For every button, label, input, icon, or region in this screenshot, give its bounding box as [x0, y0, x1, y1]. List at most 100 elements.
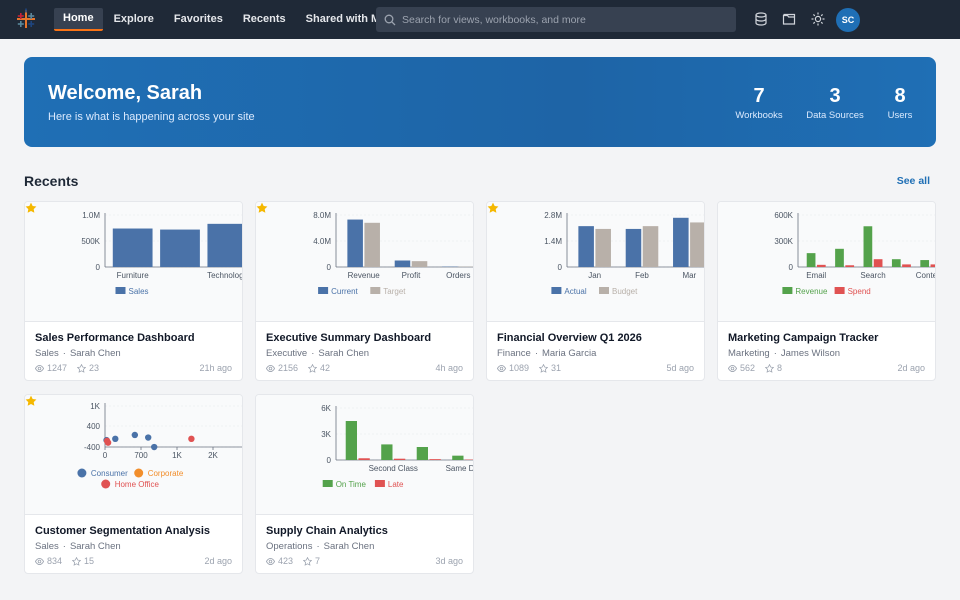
legend-swatch	[101, 479, 111, 489]
project-name: Marketing	[728, 348, 770, 359]
x-tick-label: Orders	[446, 271, 470, 280]
favorite-star-icon[interactable]	[256, 202, 268, 214]
bar	[112, 228, 153, 267]
y-tick-label: 1.4M	[544, 237, 562, 246]
thumbnail-chart: 1.0M 500K 0 Furniture Technology Sales	[81, 211, 242, 296]
avatar[interactable]: SC	[836, 8, 860, 32]
bar	[416, 447, 428, 460]
eye-pupil	[37, 559, 42, 563]
y-tick-label: 0	[327, 456, 332, 465]
recents-heading: Recents	[24, 173, 79, 189]
legend-label: Revenue	[795, 287, 828, 296]
workbook-meta: Marketing · James Wilson	[728, 348, 840, 359]
stat-label: Workbooks	[735, 110, 783, 121]
bar	[345, 421, 357, 460]
workbook-stats: 2156 42	[266, 363, 330, 373]
favorite-count-group: 15	[72, 556, 94, 566]
legend-swatch	[322, 480, 333, 487]
favorite-star-icon[interactable]	[487, 202, 499, 214]
workbook-thumbnail[interactable]: 1.0M 500K 0 Furniture Technology Sales	[25, 202, 242, 322]
workbook-title[interactable]: Marketing Campaign Tracker	[728, 332, 879, 344]
legend-swatch	[77, 468, 87, 478]
y-tick-label: 6K	[321, 404, 331, 413]
workbook-card[interactable]: 600K 300K 0 Email Search Content Revenue Spend M…	[717, 201, 936, 381]
last-accessed-time: 4h ago	[435, 363, 463, 373]
bar	[673, 217, 689, 267]
workbook-thumbnail[interactable]: 8.0M 4.0M 0 Revenue Profit Orders Current Targe…	[256, 202, 473, 322]
thumbnail-chart: 6K 3K 0 Second Class Same Day On Time Late	[321, 404, 473, 489]
workbook-meta: Executive · Sarah Chen	[266, 348, 369, 359]
star-outline-icon	[308, 363, 318, 373]
y-tick-label: 300K	[774, 237, 793, 246]
bar	[452, 455, 464, 460]
y-tick-label: 0	[558, 263, 563, 272]
workbook-title[interactable]: Executive Summary Dashboard	[266, 332, 432, 344]
workbook-card[interactable]: 6K 3K 0 Second Class Same Day On Time Late Supp…	[255, 394, 474, 574]
workbook-thumbnail[interactable]: 1K400-40007001K2K3KConsumerCorporateHome…	[25, 395, 242, 515]
owner-name: Sarah Chen	[323, 541, 375, 552]
legend-label: Actual	[564, 287, 586, 296]
nav-home[interactable]: Home	[54, 8, 103, 31]
legend-swatch	[551, 287, 562, 294]
eye-shape	[497, 364, 506, 372]
nav-recents[interactable]: Recents	[242, 13, 286, 25]
stat-label: Users	[887, 110, 913, 121]
stat-value: 3	[829, 85, 841, 107]
x-tick-label: 0	[103, 451, 108, 460]
project-name: Operations	[266, 541, 313, 552]
workbook-thumbnail[interactable]: 600K 300K 0 Email Search Content Revenue Spend	[718, 202, 935, 322]
stat-data-sources: 3 Data Sources	[805, 84, 865, 121]
workbook-card[interactable]: 8.0M 4.0M 0 Revenue Profit Orders Current Targe…	[255, 201, 474, 381]
workbook-title[interactable]: Supply Chain Analytics	[266, 525, 388, 537]
folder-icon[interactable]	[782, 12, 796, 26]
workbook-title[interactable]: Customer Segmentation Analysis	[35, 525, 211, 537]
y-tick-label: 1K	[90, 402, 100, 411]
eye-pupil	[37, 366, 42, 370]
x-tick-label: Same Day	[446, 464, 473, 473]
legend-swatch	[318, 287, 329, 294]
nav-explore[interactable]: Explore	[113, 13, 154, 25]
bar	[429, 459, 441, 460]
see-all-link[interactable]: See all	[896, 175, 930, 187]
x-tick-label: Technology	[207, 271, 242, 280]
view-count: 423	[278, 556, 294, 566]
tableau-logo-icon[interactable]	[15, 8, 37, 30]
search-input[interactable]	[402, 13, 722, 26]
view-count: 1247	[47, 363, 68, 373]
project-name: Sales	[35, 348, 59, 359]
sun-theme-icon[interactable]	[811, 12, 825, 26]
bar	[595, 228, 611, 267]
legend-label: Late	[388, 480, 404, 489]
favorite-star-icon[interactable]	[25, 395, 37, 407]
workbook-thumbnail[interactable]: 2.8M 1.4M 0 Jan Feb Mar Actual Budget	[487, 202, 704, 322]
last-accessed-time: 2d ago	[204, 556, 232, 566]
x-tick-label: Mar	[682, 271, 696, 280]
x-tick-label: Search	[860, 271, 885, 280]
y-tick-label: 1.0M	[82, 211, 100, 220]
workbook-card[interactable]: 1.0M 500K 0 Furniture Technology Sales Sales P…	[24, 201, 243, 381]
bar	[806, 253, 816, 267]
nav-shared-with-me[interactable]: Shared with Me	[305, 13, 387, 25]
database-icon[interactable]	[754, 12, 768, 26]
stat-label: Data Sources	[806, 110, 864, 121]
favorite-star-icon[interactable]	[25, 202, 37, 214]
legend-label: Budget	[612, 287, 638, 296]
nav-favorites[interactable]: Favorites	[173, 13, 223, 25]
bar	[835, 248, 844, 267]
workbook-title[interactable]: Sales Performance Dashboard	[35, 332, 195, 344]
separator: ·	[773, 348, 777, 359]
star-outline-icon	[72, 556, 82, 566]
workbook-card[interactable]: 2.8M 1.4M 0 Jan Feb Mar Actual Budget Financial …	[486, 201, 705, 381]
search-bar[interactable]	[376, 7, 736, 32]
workbook-card[interactable]: 1K400-40007001K2K3KConsumerCorporateHome…	[24, 394, 243, 574]
last-accessed-time: 2d ago	[897, 363, 925, 373]
eye-icon	[266, 557, 275, 565]
workbook-thumbnail[interactable]: 6K 3K 0 Second Class Same Day On Time Late	[256, 395, 473, 515]
legend-swatch	[782, 287, 793, 294]
star-outline-icon	[77, 363, 87, 373]
project-name: Finance	[497, 348, 531, 359]
bar	[845, 265, 855, 267]
legend-label: Target	[383, 287, 406, 296]
workbook-title[interactable]: Financial Overview Q1 2026	[497, 332, 642, 344]
bar	[207, 223, 242, 267]
